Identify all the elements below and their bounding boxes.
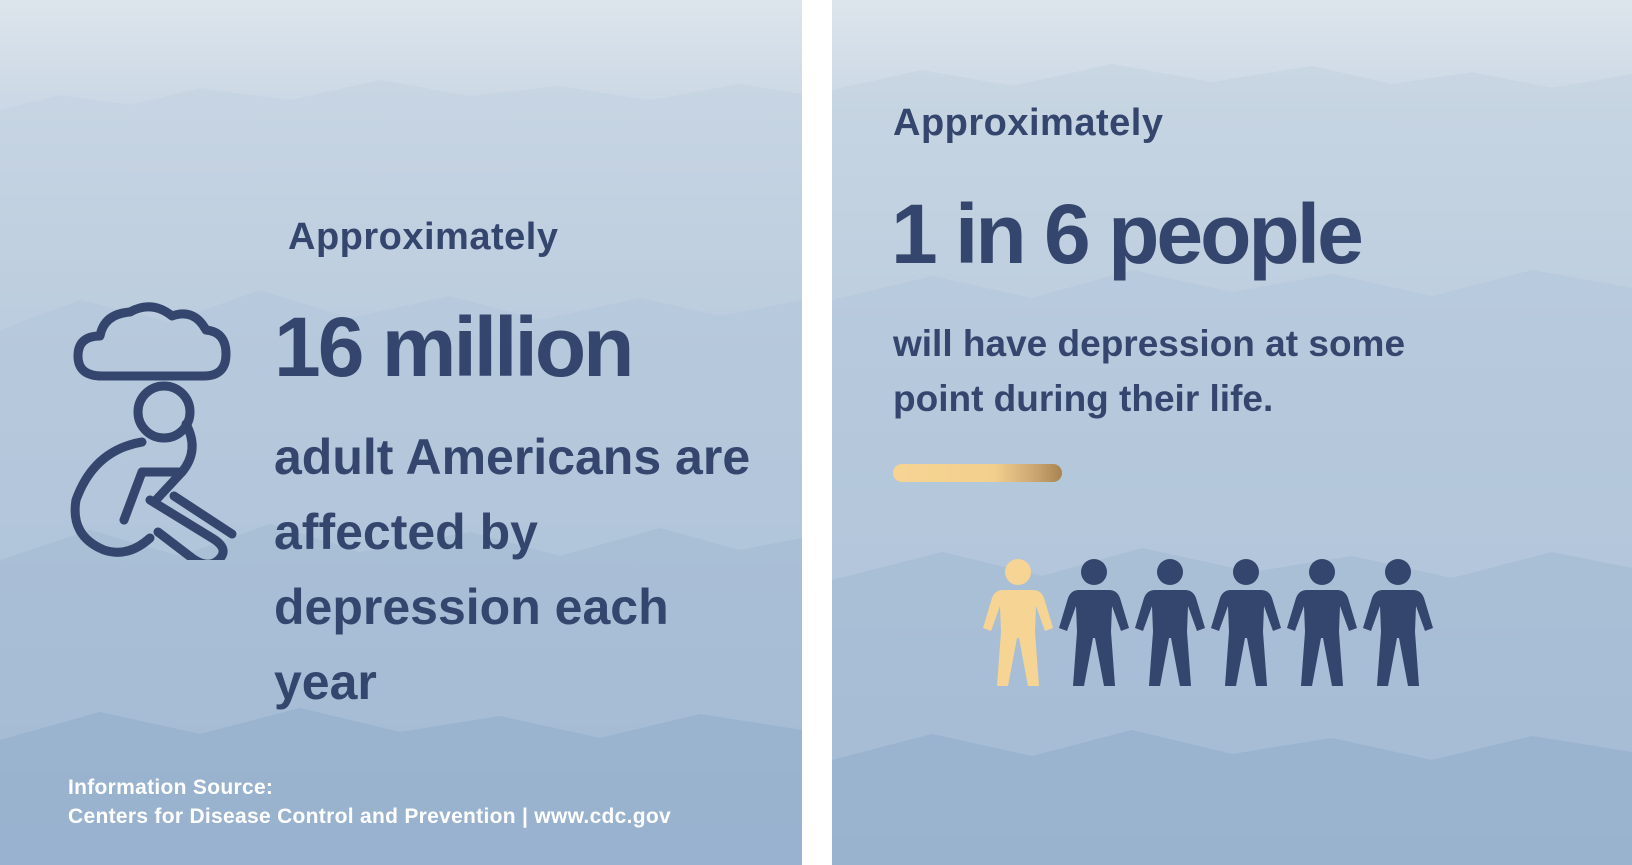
person-icon <box>1135 559 1205 686</box>
person-icon <box>1363 559 1433 686</box>
left-lead-text: Approximately <box>288 216 559 258</box>
mountain-background <box>0 80 802 865</box>
right-headline: 1 in 6 people <box>891 187 1364 281</box>
source-label: Information Source: <box>68 776 274 799</box>
right-body-text: will have depression at some point durin… <box>893 323 1406 419</box>
source-text: Centers for Disease Control and Preventi… <box>68 805 672 828</box>
sad-person-under-cloud-icon <box>70 302 237 560</box>
left-headline: 16 million <box>274 300 634 394</box>
left-panel: Approximately 16 million adult Americans… <box>0 0 802 865</box>
person-icon <box>1287 559 1357 686</box>
right-lead-text: Approximately <box>893 102 1164 144</box>
person-icon <box>983 559 1053 686</box>
gold-accent-bar <box>893 464 1062 482</box>
person-icon <box>1059 559 1129 686</box>
left-body-text: adult Americans are affected by depressi… <box>274 429 751 710</box>
person-icon <box>1211 559 1281 686</box>
